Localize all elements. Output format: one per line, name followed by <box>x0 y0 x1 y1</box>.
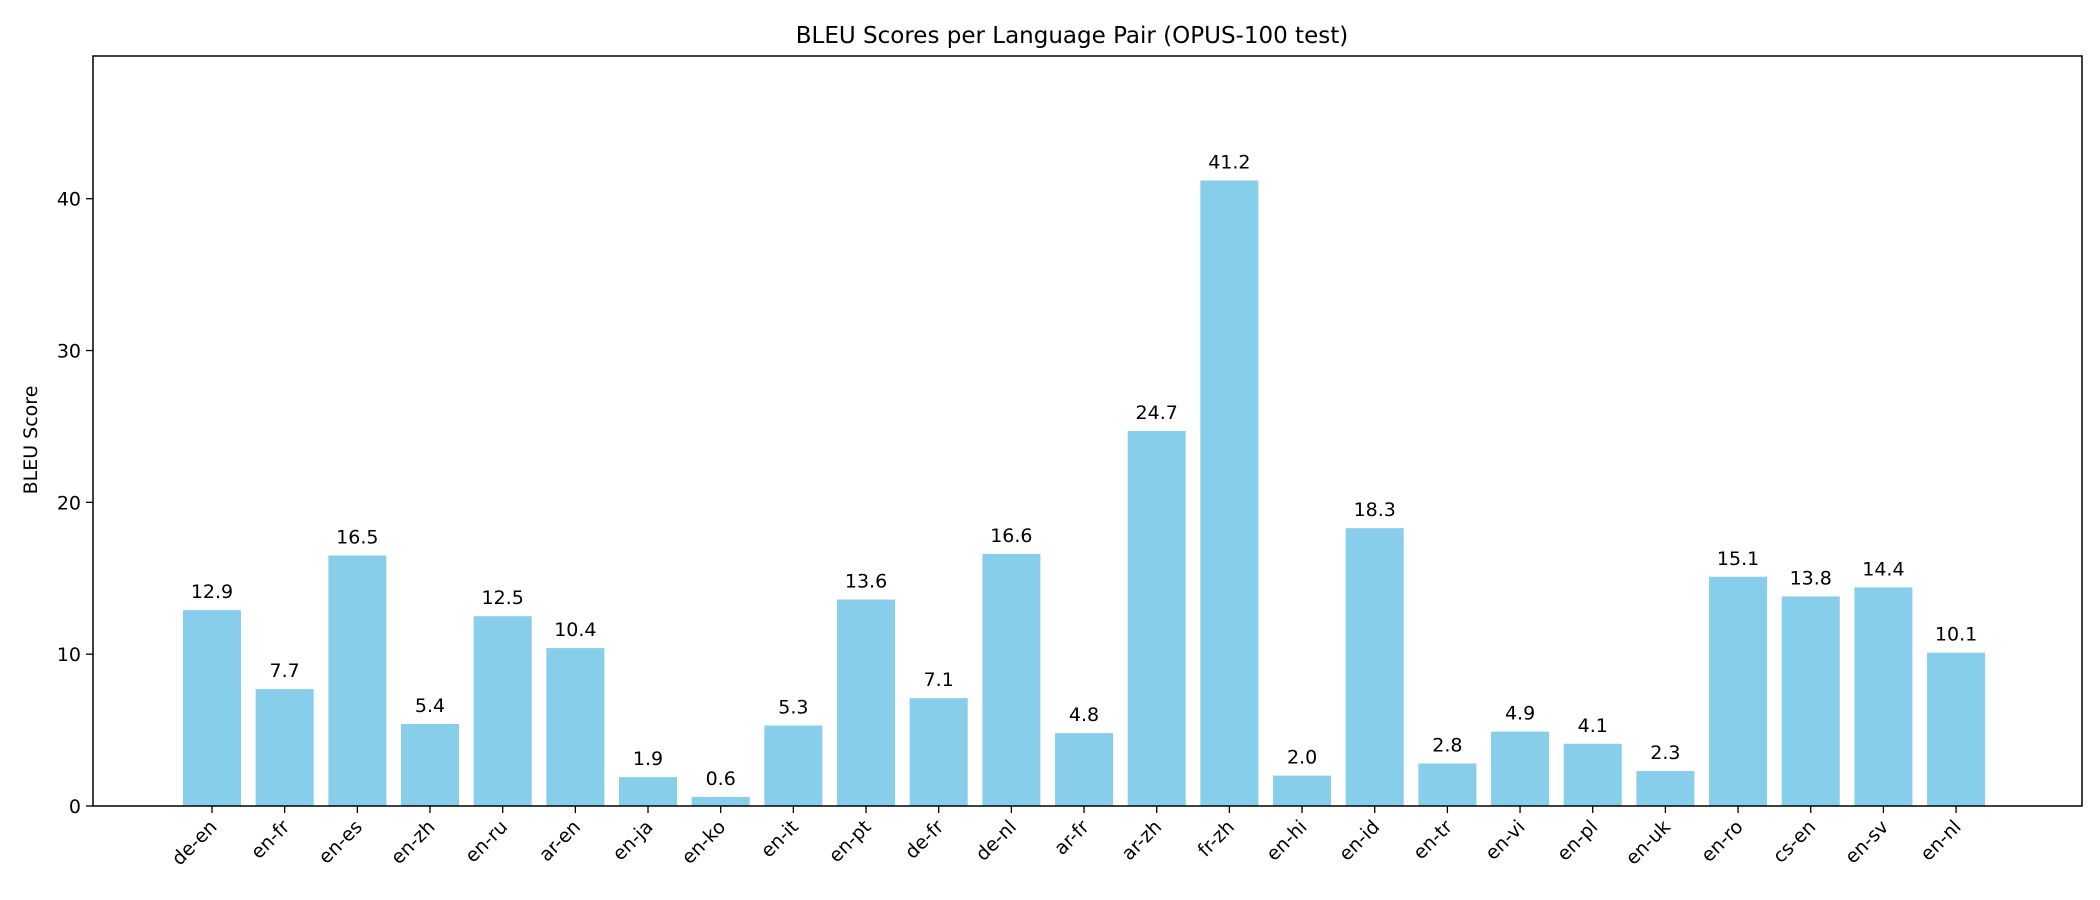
value-label-en-ru: 12.5 <box>482 587 524 609</box>
bar-de-fr <box>909 698 968 806</box>
bar-en-hi <box>1273 775 1332 806</box>
bar-fr-zh <box>1200 180 1259 807</box>
value-label-en-pt: 13.6 <box>845 571 887 593</box>
bar-en-pt <box>837 599 896 806</box>
y-tick-label-40: 40 <box>57 189 81 211</box>
value-label-de-nl: 16.6 <box>990 525 1032 547</box>
x-tick-label-en-fr: en-fr <box>247 816 295 864</box>
y-axis-ticks: 0 10 20 30 40 <box>57 189 93 818</box>
bar-en-fr <box>255 689 314 806</box>
value-label-en-vi: 4.9 <box>1505 703 1535 725</box>
x-tick-label-de-fr: de-fr <box>901 816 949 864</box>
value-labels-group: 12.9 7.7 16.5 5.4 12.5 10.4 1.9 0.6 5.3 13.6 7.1 16… <box>191 151 1977 789</box>
x-tick-label-en-nl: en-nl <box>1916 816 1965 865</box>
value-label-en-pl: 4.1 <box>1578 715 1608 737</box>
y-tick-label-0: 0 <box>69 796 81 818</box>
x-tick-label-en-vi: en-vi <box>1481 816 1530 865</box>
y-tick-label-30: 30 <box>57 341 81 363</box>
x-tick-label-en-pt: en-pt <box>825 816 876 867</box>
x-tick-label-en-it: en-it <box>757 816 803 862</box>
value-label-en-uk: 2.3 <box>1650 742 1680 764</box>
chart-title: BLEU Scores per Language Pair (OPUS-100 … <box>796 23 1348 49</box>
value-label-en-zh: 5.4 <box>415 695 445 717</box>
x-tick-label-en-id: en-id <box>1335 816 1384 865</box>
x-tick-label-en-ro: en-ro <box>1697 816 1748 867</box>
x-tick-label-en-ja: en-ja <box>608 816 657 865</box>
bar-en-es <box>328 555 387 806</box>
bar-en-it <box>764 725 823 806</box>
value-label-fr-zh: 41.2 <box>1208 151 1250 173</box>
value-label-en-ja: 1.9 <box>633 748 663 770</box>
bar-en-vi <box>1491 731 1550 806</box>
x-tick-label-ar-fr: ar-fr <box>1050 816 1094 860</box>
x-tick-label-en-hi: en-hi <box>1262 816 1311 865</box>
bar-en-tr <box>1418 763 1477 806</box>
x-tick-label-fr-zh: fr-zh <box>1194 816 1239 861</box>
value-label-en-tr: 2.8 <box>1432 734 1462 756</box>
x-tick-label-de-en: de-en <box>168 816 222 870</box>
value-label-en-it: 5.3 <box>778 697 808 719</box>
value-label-en-nl: 10.1 <box>1935 624 1977 646</box>
bar-de-en <box>183 610 241 806</box>
bar-en-ro <box>1709 576 1768 806</box>
y-tick-label-10: 10 <box>57 644 81 666</box>
value-label-en-hi: 2.0 <box>1287 747 1317 769</box>
x-tick-label-en-tr: en-tr <box>1409 816 1457 864</box>
bars-group <box>183 180 1986 807</box>
bar-en-sv <box>1854 587 1913 806</box>
bar-en-id <box>1345 528 1404 806</box>
value-label-ar-zh: 24.7 <box>1136 402 1178 424</box>
x-tick-label-en-uk: en-uk <box>1621 816 1674 869</box>
bar-ar-fr <box>1055 733 1114 806</box>
y-tick-label-20: 20 <box>57 492 81 514</box>
value-label-en-ko: 0.6 <box>706 768 736 790</box>
value-label-en-sv: 14.4 <box>1862 558 1904 580</box>
bar-en-ja <box>619 777 678 806</box>
x-tick-label-ar-zh: ar-zh <box>1117 816 1166 865</box>
x-axis-ticks: de-en en-fr en-es en-zh en-ru ar-en en-ja en-ko… <box>168 806 1966 870</box>
plot-frame <box>92 55 2083 807</box>
x-tick-label-en-ru: en-ru <box>461 816 512 867</box>
value-label-en-fr: 7.7 <box>270 660 300 682</box>
bar-en-ru <box>473 616 532 806</box>
bar-en-ko <box>691 796 750 806</box>
x-tick-label-en-zh: en-zh <box>387 816 440 869</box>
value-label-ar-fr: 4.8 <box>1069 704 1099 726</box>
bar-ar-en <box>546 648 605 806</box>
value-label-ar-en: 10.4 <box>554 619 596 641</box>
x-tick-label-ar-en: ar-en <box>535 816 585 866</box>
value-label-en-es: 16.5 <box>336 526 378 548</box>
value-label-de-en: 12.9 <box>191 581 233 603</box>
value-label-en-ro: 15.1 <box>1717 548 1759 570</box>
y-axis-label: BLEU Score <box>20 386 42 495</box>
value-label-de-fr: 7.1 <box>924 669 954 691</box>
bar-en-pl <box>1563 743 1622 806</box>
x-tick-label-en-ko: en-ko <box>678 816 731 869</box>
x-tick-label-en-pl: en-pl <box>1553 816 1602 865</box>
x-tick-label-de-nl: de-nl <box>971 816 1020 865</box>
bar-en-zh <box>401 724 460 806</box>
x-tick-label-cs-en: cs-en <box>1769 816 1821 868</box>
bar-de-nl <box>982 553 1041 806</box>
bar-en-uk <box>1636 771 1695 806</box>
bar-ar-zh <box>1127 431 1186 806</box>
value-label-en-id: 18.3 <box>1354 499 1396 521</box>
x-tick-label-en-sv: en-sv <box>1841 816 1893 868</box>
bar-en-nl <box>1927 652 1986 806</box>
value-label-cs-en: 13.8 <box>1790 567 1832 589</box>
x-tick-label-en-es: en-es <box>314 816 366 868</box>
bar-cs-en <box>1781 596 1840 806</box>
